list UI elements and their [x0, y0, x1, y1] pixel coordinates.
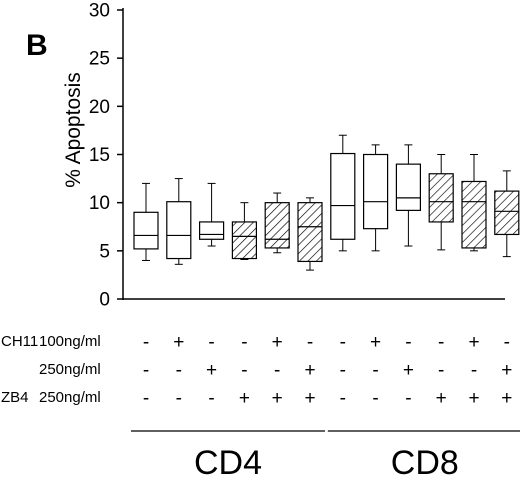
plus-sign: +	[272, 388, 283, 409]
minus-sign: -	[340, 360, 346, 381]
minus-sign: -	[471, 360, 477, 381]
open-box	[133, 211, 159, 250]
minus-sign: -	[143, 360, 149, 381]
box-4	[231, 202, 257, 261]
minus-sign: -	[372, 360, 378, 381]
box-7	[330, 134, 356, 252]
minus-sign: -	[143, 332, 149, 353]
open-box	[363, 153, 389, 230]
minus-sign: -	[372, 388, 378, 409]
plus-sign: +	[501, 388, 512, 409]
group-labels: CD4 CD8	[131, 430, 520, 478]
y-tick-label: 0	[99, 290, 110, 311]
y-tick-label: 15	[89, 145, 110, 166]
minus-sign: -	[340, 332, 346, 353]
box-9	[395, 144, 421, 247]
minus-sign: -	[405, 332, 411, 353]
plus-sign: +	[173, 332, 184, 353]
minus-sign: -	[340, 388, 346, 409]
y-axis: 0 5 10 15 20 25 30	[89, 1, 505, 311]
minus-sign: -	[143, 388, 149, 409]
hatched-box	[494, 190, 520, 236]
plus-sign: +	[239, 388, 250, 409]
box-2	[166, 178, 192, 265]
row-dose-label: 100ng/ml	[39, 333, 101, 350]
minus-sign: -	[405, 388, 411, 409]
plus-sign: +	[501, 360, 512, 381]
box-8	[363, 144, 389, 252]
minus-sign: -	[307, 332, 313, 353]
open-box	[395, 163, 421, 211]
open-box	[330, 152, 356, 240]
plus-sign: +	[304, 360, 315, 381]
minus-sign: -	[208, 332, 214, 353]
plus-sign: +	[370, 332, 381, 353]
row-agent-label: ZB4	[1, 389, 29, 406]
group-label: CD8	[391, 444, 459, 478]
hatched-box	[264, 202, 290, 249]
hatched-box	[461, 180, 487, 249]
open-box	[166, 201, 192, 260]
minus-sign: -	[241, 360, 247, 381]
plus-sign: +	[436, 388, 447, 409]
y-axis-label: % Apoptosis	[62, 72, 85, 188]
open-box	[199, 221, 225, 240]
hatched-box	[297, 202, 323, 263]
box-12	[494, 170, 520, 258]
box-11	[461, 154, 487, 252]
plus-sign: +	[468, 332, 479, 353]
box-5	[264, 192, 290, 254]
minus-sign: -	[438, 360, 444, 381]
box-series	[133, 134, 520, 271]
y-tick-label: 30	[89, 1, 110, 22]
box-10	[428, 154, 454, 251]
box-3	[199, 182, 225, 247]
y-tick-label: 10	[89, 193, 110, 214]
y-tick-label: 20	[89, 97, 110, 118]
y-tick-label: 5	[99, 241, 110, 262]
minus-sign: -	[208, 388, 214, 409]
box-1	[133, 182, 159, 261]
plus-sign: +	[304, 388, 315, 409]
plus-sign: +	[206, 360, 217, 381]
minus-sign: -	[241, 332, 247, 353]
minus-sign: -	[176, 388, 182, 409]
minus-sign: -	[274, 360, 280, 381]
group-label: CD4	[194, 444, 262, 478]
row-dose-label: 250ng/ml	[39, 389, 101, 406]
minus-sign: -	[176, 360, 182, 381]
minus-sign: -	[504, 332, 510, 353]
row-agent-label: CH11	[1, 333, 38, 350]
hatched-box	[428, 173, 454, 223]
box-6	[297, 197, 323, 271]
minus-sign: -	[438, 332, 444, 353]
y-tick-label: 25	[89, 49, 110, 70]
plus-sign: +	[403, 360, 414, 381]
condition-table: CH11 100ng/ml - + - - + - - + - - + - 250ng/ml - - + - - + - -…	[1, 332, 512, 409]
panel-label: B	[26, 29, 48, 62]
hatched-box	[231, 221, 257, 260]
row-dose-label: 250ng/ml	[39, 361, 101, 378]
plus-sign: +	[468, 388, 479, 409]
plus-sign: +	[272, 332, 283, 353]
